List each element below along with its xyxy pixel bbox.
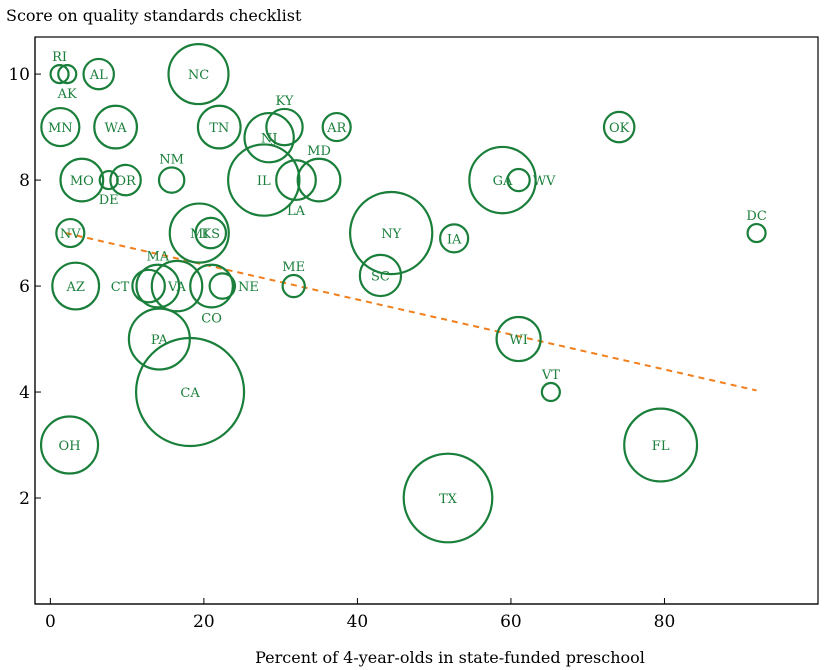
bubble-label-nm: NM — [159, 152, 184, 167]
bubble-nm — [157, 166, 186, 194]
bubble-oh — [39, 415, 100, 475]
chart-title: Score on quality standards checklist — [6, 6, 302, 25]
bubble-fl — [623, 407, 699, 483]
bubble-label-md: MD — [307, 144, 331, 159]
bubble-label-va: VA — [167, 280, 187, 295]
bubble-label-de: DE — [99, 193, 119, 208]
bubble-va — [150, 259, 204, 313]
bubble-label-ok: OK — [609, 121, 630, 136]
bubble-label-nv: NV — [60, 227, 81, 242]
bubble-label-ar: AR — [326, 121, 347, 136]
bubble-label-ne: NE — [238, 280, 259, 295]
x-tick-label: 40 — [347, 612, 369, 632]
bubble-al — [82, 57, 115, 91]
bubble-sc — [358, 253, 403, 298]
bubble-wv — [506, 167, 531, 193]
plot-area — [34, 36, 819, 605]
y-tick-label: 4 — [19, 383, 30, 403]
bubble-wa — [93, 104, 139, 150]
bubble-label-co: CO — [201, 311, 222, 326]
bubble-ar — [321, 111, 352, 143]
bubble-label-tn: TN — [209, 121, 229, 136]
bubble-mn — [40, 106, 81, 148]
trend-line — [65, 232, 757, 392]
x-axis-ticks: 0 20 40 60 80 — [45, 598, 675, 632]
bubble-ky — [265, 107, 304, 147]
bubble-label-il: IL — [257, 174, 271, 189]
bubble-dc — [746, 222, 767, 244]
bubble-label-mi: MI — [190, 227, 208, 242]
x-tick-label: 80 — [654, 612, 676, 632]
bubble-label-al: AL — [89, 68, 108, 83]
bubble-label-fl: FL — [652, 439, 670, 454]
bubble-tx — [402, 452, 494, 544]
bubble-ny — [349, 190, 434, 276]
y-tick-label: 6 — [19, 277, 30, 297]
y-tick-label: 10 — [8, 65, 30, 85]
x-tick-label: 20 — [193, 612, 215, 632]
bubble-ak — [57, 63, 78, 85]
bubble-label-ky: KY — [276, 94, 294, 109]
bubble-mi — [168, 202, 230, 264]
bubble-label-ny: NY — [381, 227, 401, 242]
y-tick-label: 8 — [19, 171, 30, 191]
bubble-de — [98, 169, 119, 191]
bubble-wi — [495, 315, 542, 363]
bubble-label-ia: IA — [447, 232, 462, 247]
bubble-ne — [208, 272, 237, 300]
bubble-label-oh: OH — [59, 439, 81, 454]
bubble-ga — [468, 145, 537, 215]
bubble-label-wa: WA — [105, 121, 128, 136]
x-tick-label: 0 — [45, 612, 56, 632]
bubble-label-sc: SC — [371, 269, 390, 284]
bubble-tn — [196, 104, 242, 150]
bubble-ks — [194, 216, 228, 250]
bubble-ok — [602, 110, 636, 144]
x-axis-label: Percent of 4-year-olds in state-funded p… — [255, 648, 645, 667]
bubble-nc — [167, 43, 230, 106]
bubble-label-az: AZ — [65, 280, 84, 295]
x-tick-label: 60 — [500, 612, 522, 632]
bubble-label-ak: AK — [57, 87, 77, 102]
bubble-label-ri: RI — [52, 50, 67, 65]
bubble-label-la: LA — [287, 204, 306, 219]
bubble-label-nj: NJ — [261, 132, 278, 147]
bubble-la — [275, 159, 317, 201]
bubble-co — [189, 263, 234, 309]
bubble-mo — [59, 157, 105, 203]
bubble-label-ct: CT — [111, 280, 130, 295]
bubble-label-ca: CA — [180, 386, 200, 401]
bubble-nv — [55, 217, 86, 249]
bubble-ct — [131, 268, 166, 304]
bubble-ia — [439, 223, 470, 254]
bubble-label-wi: WI — [509, 333, 528, 348]
bubble-label-ks: KS — [201, 227, 220, 242]
bubble-label-nc: NC — [188, 68, 209, 83]
bubble-label-me: ME — [282, 260, 305, 275]
bubble-ri — [49, 63, 70, 85]
bubble-or — [109, 163, 142, 197]
bubble-label-mn: MN — [48, 121, 73, 136]
bubble-ma — [135, 263, 181, 309]
bubble-az — [51, 261, 101, 311]
bubble-label-or: OR — [115, 174, 137, 189]
bubble-ca — [134, 336, 246, 448]
y-axis-ticks: 2 4 6 8 10 — [8, 65, 41, 509]
bubble-vt — [540, 381, 561, 403]
bubble-md — [296, 157, 342, 203]
bubble-label-pa: PA — [151, 333, 169, 348]
bubble-label-wv: WV — [533, 174, 556, 189]
bubble-il — [227, 143, 301, 217]
y-tick-label: 2 — [19, 489, 30, 509]
plot-frame — [34, 36, 819, 605]
bubble-label-ma: MA — [146, 250, 169, 265]
bubble-me — [281, 273, 306, 299]
bubble-label-vt: VT — [541, 368, 560, 383]
bubble-label-tx: TX — [439, 492, 458, 507]
bubble-nj — [243, 111, 295, 164]
bubble-label-mo: MO — [70, 174, 94, 189]
bubble-label-dc: DC — [746, 209, 766, 224]
